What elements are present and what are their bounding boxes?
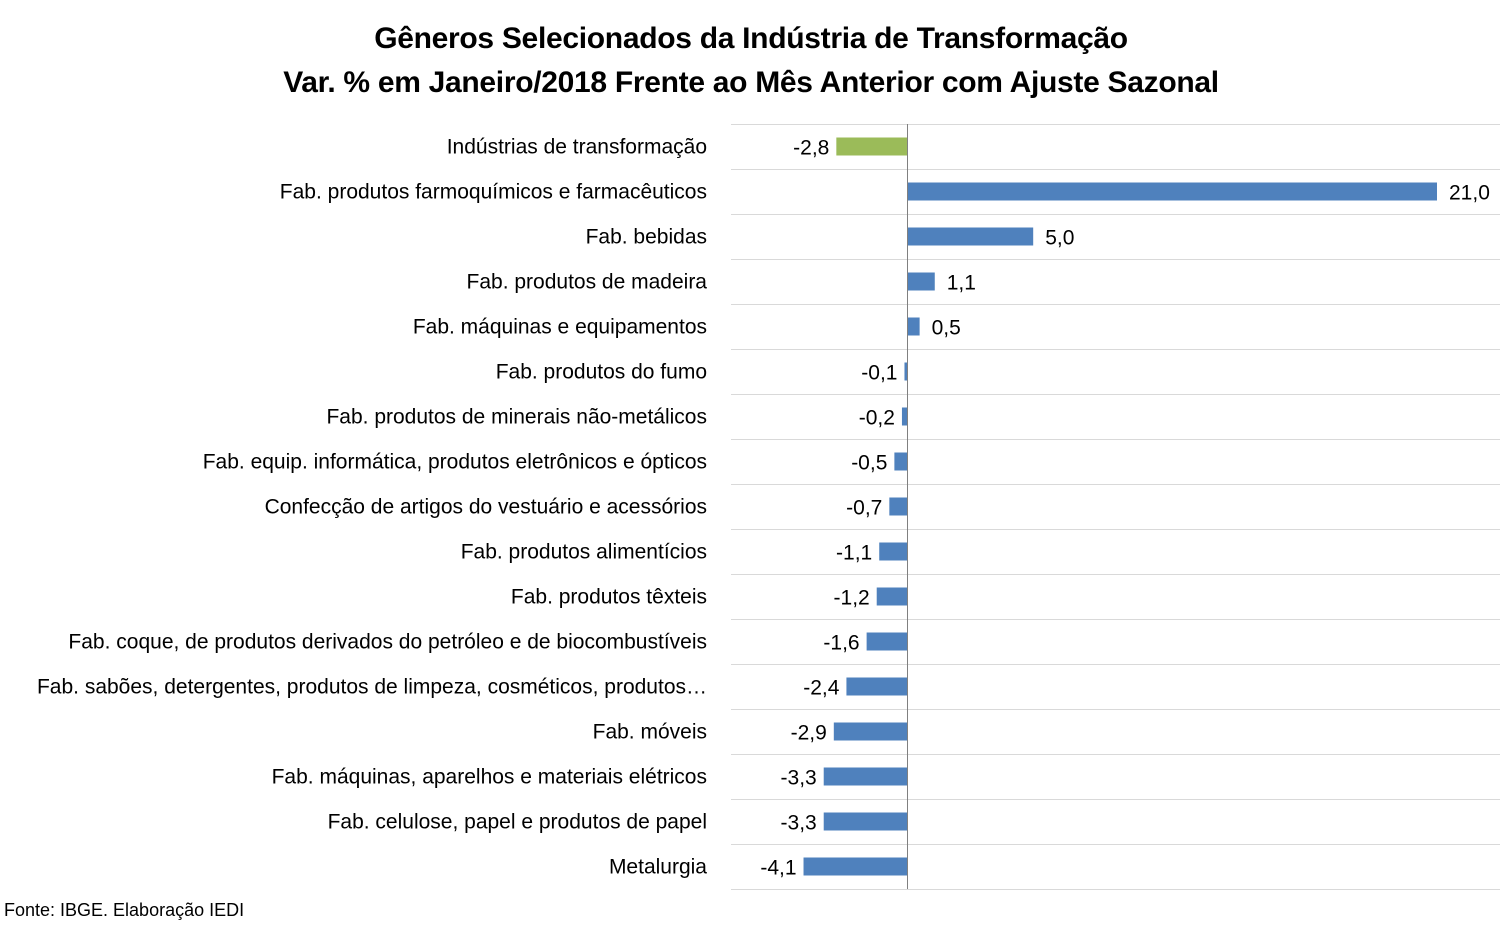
value-labels: -2,8 21,0 5,0 1,1 0,5 -0,1 -0,2 -0,5 -0,7 -1,1 -1,… xyxy=(760,137,1490,880)
bar xyxy=(907,272,935,291)
category-label: Fab. máquinas e equipamentos xyxy=(413,316,707,339)
value-label: -1,2 xyxy=(834,587,870,610)
category-label: Fab. sabões, detergentes, produtos de li… xyxy=(37,676,707,699)
value-label: -0,7 xyxy=(846,497,882,520)
value-label: -2,9 xyxy=(791,722,827,745)
bar xyxy=(876,587,907,606)
category-label: Fab. equip. informática, produtos eletrô… xyxy=(203,451,707,474)
value-label: -3,3 xyxy=(781,812,817,835)
value-label: -0,2 xyxy=(859,407,895,430)
bar xyxy=(894,452,907,471)
bar xyxy=(846,677,907,696)
bar xyxy=(803,857,907,876)
value-label: -2,8 xyxy=(793,137,829,160)
value-label: -1,1 xyxy=(836,542,872,565)
value-label: -1,6 xyxy=(823,632,859,655)
category-label: Fab. bebidas xyxy=(586,226,707,249)
value-label: 5,0 xyxy=(1045,227,1074,250)
category-label: Fab. produtos têxteis xyxy=(511,586,707,609)
bars xyxy=(803,137,1437,876)
category-labels: Indústrias de transformação Fab. produtos… xyxy=(37,136,707,879)
value-label: -2,4 xyxy=(803,677,840,700)
category-label: Fab. produtos de madeira xyxy=(467,271,708,294)
value-label: 21,0 xyxy=(1449,182,1490,205)
bar xyxy=(907,317,920,336)
category-label: Fab. coque, de produtos derivados do pet… xyxy=(68,631,707,654)
category-label: Metalurgia xyxy=(609,856,707,879)
bar xyxy=(823,767,907,786)
bar xyxy=(907,182,1437,201)
category-label: Fab. produtos alimentícios xyxy=(461,541,707,564)
bar xyxy=(823,812,907,831)
chart-title-line-1: Gêneros Selecionados da Indústria de Tra… xyxy=(374,22,1128,55)
value-label: -3,3 xyxy=(781,767,817,790)
category-label: Confecção de artigos do vestuário e aces… xyxy=(265,496,707,519)
value-label: -4,1 xyxy=(760,857,796,880)
chart-title-line-2: Var. % em Janeiro/2018 Frente ao Mês Ant… xyxy=(283,66,1219,99)
source-note: Fonte: IBGE. Elaboração IEDI xyxy=(4,900,245,920)
value-label: -0,5 xyxy=(851,452,887,475)
bar xyxy=(901,407,907,426)
value-label: -0,1 xyxy=(861,362,897,385)
bar xyxy=(904,362,907,381)
value-label: 1,1 xyxy=(947,272,976,295)
bar xyxy=(907,227,1034,246)
gridlines xyxy=(731,124,1500,890)
category-label: Fab. móveis xyxy=(593,721,707,744)
bar xyxy=(879,542,907,561)
bar xyxy=(889,497,907,516)
category-label: Fab. produtos farmoquímicos e farmacêuti… xyxy=(280,181,707,204)
bar xyxy=(836,137,907,156)
category-label: Indústrias de transformação xyxy=(447,136,707,159)
value-label: 0,5 xyxy=(932,317,961,340)
category-label: Fab. celulose, papel e produtos de papel xyxy=(328,811,707,834)
category-label: Fab. máquinas, aparelhos e materiais elé… xyxy=(272,766,707,789)
bar xyxy=(833,722,907,741)
category-label: Fab. produtos de minerais não-metálicos xyxy=(326,406,707,429)
bar xyxy=(866,632,907,651)
category-label: Fab. produtos do fumo xyxy=(496,361,707,384)
